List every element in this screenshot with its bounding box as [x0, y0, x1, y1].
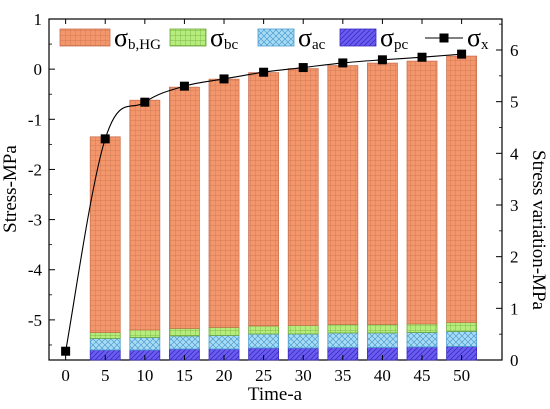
bar-ac-50: [446, 331, 478, 347]
legend-label-x: σx: [467, 23, 489, 53]
bar-b-hg-25: [248, 72, 280, 327]
line-marker-25: [259, 67, 269, 77]
y2-tick-label-2: 2: [510, 248, 519, 267]
bar-b-hg-5: [89, 136, 121, 333]
x-tick-label-15: 15: [176, 366, 193, 385]
x-tick-label-50: 50: [453, 366, 470, 385]
x-tick-label-30: 30: [295, 366, 312, 385]
y-tick-label--5: -5: [28, 311, 42, 330]
bar-ac-35: [327, 332, 359, 348]
bar-ac-10: [129, 337, 161, 351]
y2-tick-label-5: 5: [510, 93, 519, 112]
bar-bc-45: [406, 323, 438, 333]
bar-b-hg-35: [327, 65, 359, 325]
bar-bc-35: [327, 323, 359, 334]
y-tick-label-1: 1: [34, 10, 43, 29]
line-marker-35: [338, 58, 348, 68]
x-tick-label-5: 5: [101, 366, 110, 385]
bar-bc-15: [169, 328, 200, 337]
legend-label-bc: σbc: [210, 23, 239, 53]
line-marker-50: [457, 49, 467, 59]
bar-b-hg-20: [208, 78, 240, 328]
legend-label-pc: σpc: [380, 23, 409, 53]
line-marker-45: [417, 52, 427, 62]
line-marker-15: [179, 81, 189, 91]
bar-bc-5: [89, 332, 121, 339]
legend-swatch-bc: [169, 28, 207, 47]
bar-bc-40: [367, 323, 398, 334]
bar-b-hg-50: [446, 55, 478, 323]
bar-ac-30: [287, 333, 319, 349]
bar-bc-10: [129, 329, 161, 338]
y2-tick-label-6: 6: [510, 41, 519, 60]
legend-label-b-hg: σb,HG: [114, 23, 161, 53]
bars-layer: [89, 55, 478, 361]
x-axis-title: Time-a: [248, 384, 303, 405]
line-marker-0: [61, 346, 71, 356]
y2-tick-label-0: 0: [510, 351, 519, 370]
bar-bc-50: [446, 321, 478, 332]
line-marker-10: [140, 97, 150, 107]
line-layer: [61, 49, 467, 356]
x-tick-label-35: 35: [334, 366, 351, 385]
bar-ac-25: [248, 333, 280, 349]
x-tick-label-0: 0: [61, 366, 70, 385]
y-tick-label--4: -4: [28, 261, 43, 280]
bar-b-hg-40: [367, 62, 398, 325]
bar-bc-20: [208, 327, 240, 336]
bar-ac-45: [406, 332, 438, 348]
bar-b-hg-10: [129, 99, 161, 331]
line-marker-5: [100, 134, 110, 144]
bar-b-hg-30: [287, 68, 319, 326]
x-tick-label-45: 45: [414, 366, 431, 385]
bar-ac-40: [367, 332, 398, 348]
legend-swatch-ac: [257, 28, 295, 47]
x-tick-label-40: 40: [374, 366, 391, 385]
y-tick-label-0: 0: [34, 60, 43, 79]
y2-tick-label-1: 1: [510, 299, 519, 318]
y-tick-label--1: -1: [28, 110, 42, 129]
y-tick-label--3: -3: [28, 211, 42, 230]
legend-label-ac: σac: [298, 23, 326, 53]
bar-ac-20: [208, 335, 240, 350]
line-marker-40: [377, 55, 387, 65]
legend-swatch-pc: [339, 28, 377, 47]
bar-ac-5: [89, 338, 121, 351]
y2-tick-label-4: 4: [510, 144, 519, 163]
x-tick-label-25: 25: [255, 366, 272, 385]
bar-ac-15: [169, 335, 200, 350]
legend: σb,HG σbc σac σpc σx: [59, 23, 489, 53]
y-axis-title: Stress-MPa: [0, 145, 21, 233]
y-tick-label--2: -2: [28, 160, 42, 179]
bar-b-hg-15: [169, 86, 200, 329]
line-marker-30: [298, 63, 308, 73]
y2-axis-title: Stress variation-MPa: [528, 150, 549, 310]
x-tick-label-20: 20: [216, 366, 233, 385]
bar-b-hg-45: [406, 60, 438, 325]
x-tick-label-10: 10: [136, 366, 153, 385]
line-marker-20: [219, 74, 229, 84]
y2-tick-label-3: 3: [510, 196, 519, 215]
legend-swatch-b-hg: [59, 28, 111, 47]
bar-bc-30: [287, 324, 319, 335]
legend-marker-x: [439, 33, 449, 43]
bar-bc-25: [248, 325, 280, 335]
